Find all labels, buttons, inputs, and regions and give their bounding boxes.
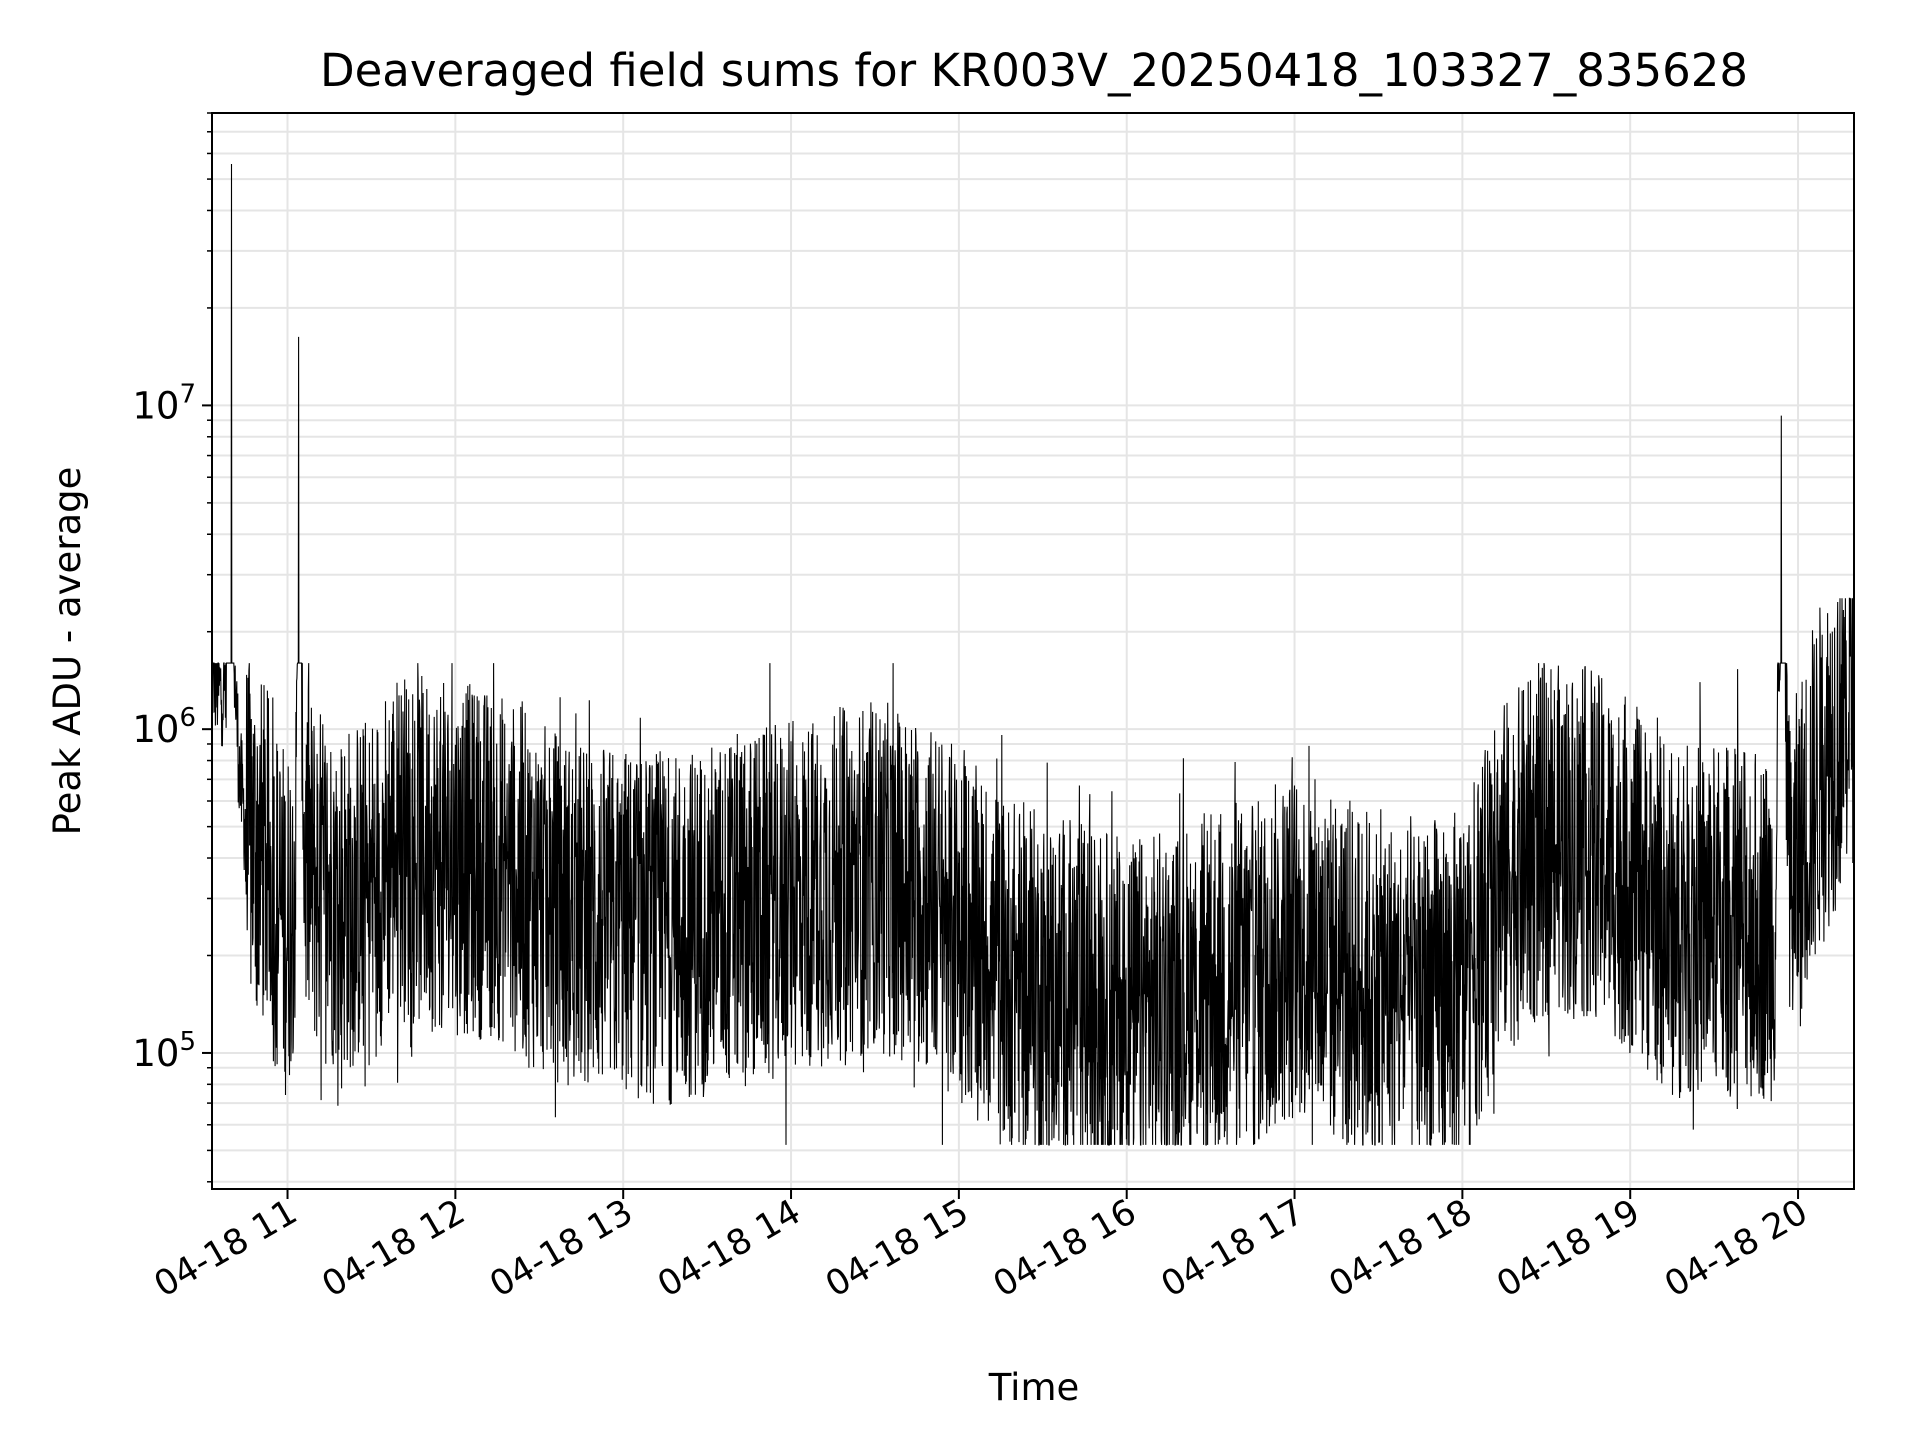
plot-area [212, 163, 1854, 1146]
y-axis-label: Peak ADU - average [46, 467, 89, 836]
y-tick-label: 105 [132, 1027, 196, 1075]
y-axis: 105 106 107 [132, 112, 212, 1183]
chart-title: Deaveraged field sums for KR003V_2025041… [320, 44, 1748, 97]
series-line [212, 163, 1854, 1146]
y-tick-label: 106 [132, 703, 196, 751]
x-axis-label: Time [988, 1366, 1080, 1409]
plot-frame [211, 112, 1855, 1190]
y-tick-label: 107 [132, 379, 196, 427]
